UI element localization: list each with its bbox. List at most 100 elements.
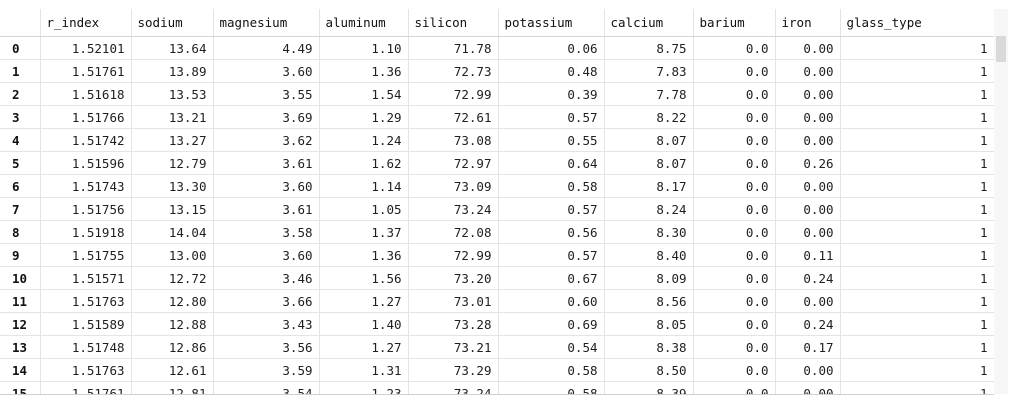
table-cell[interactable]: 3.60 — [212, 174, 319, 198]
table-row[interactable]: 12 1.51589 12.88 3.43 1.40 73.28 0.69 8.05 0.0 0.… — [0, 312, 994, 336]
table-cell[interactable]: 3.60 — [212, 59, 319, 83]
table-cell[interactable]: 1.51748 — [39, 335, 131, 359]
table-cell[interactable]: 71.78 — [407, 36, 498, 60]
table-cell[interactable]: 13.30 — [130, 174, 213, 198]
table-cell[interactable]: 1 — [839, 358, 994, 382]
table-cell[interactable]: 1 — [839, 335, 994, 359]
column-header[interactable]: glass_type — [839, 9, 994, 37]
table-cell[interactable]: 1.36 — [318, 243, 408, 267]
table-row[interactable]: 5 1.51596 12.79 3.61 1.62 72.97 0.64 8.07 0.0 0.2… — [0, 151, 994, 175]
table-cell[interactable]: 4.49 — [212, 36, 319, 60]
table-cell[interactable]: 0.58 — [497, 358, 604, 382]
table-cell[interactable]: 0.26 — [774, 151, 840, 175]
table-cell[interactable]: 3.46 — [212, 266, 319, 290]
table-cell[interactable]: 8.22 — [603, 105, 693, 129]
table-cell[interactable]: 8.07 — [603, 151, 693, 175]
table-row[interactable]: 14 1.51763 12.61 3.59 1.31 73.29 0.58 8.50 0.0 0.… — [0, 358, 994, 382]
table-row[interactable]: 4 1.51742 13.27 3.62 1.24 73.08 0.55 8.07 0.0 0.0… — [0, 128, 994, 152]
table-cell[interactable]: 1.51763 — [39, 289, 131, 313]
table-cell[interactable]: 0.0 — [692, 381, 775, 394]
table-cell[interactable]: 1.51755 — [39, 243, 131, 267]
table-row[interactable]: 9 1.51755 13.00 3.60 1.36 72.99 0.57 8.40 0.0 0.1… — [0, 243, 994, 267]
table-cell[interactable]: 7.83 — [603, 59, 693, 83]
table-cell[interactable]: 1 — [839, 220, 994, 244]
table-cell[interactable]: 73.29 — [407, 358, 498, 382]
table-cell[interactable]: 1.40 — [318, 312, 408, 336]
table-cell[interactable]: 1.27 — [318, 289, 408, 313]
table-cell[interactable]: 0.0 — [692, 105, 775, 129]
table-cell[interactable]: 72.97 — [407, 151, 498, 175]
column-header[interactable]: calcium — [603, 9, 693, 37]
table-cell[interactable]: 0.0 — [692, 82, 775, 106]
table-cell[interactable]: 1.10 — [318, 36, 408, 60]
table-cell[interactable]: 1.51756 — [39, 197, 131, 221]
table-cell[interactable]: 3.59 — [212, 358, 319, 382]
table-cell[interactable]: 0.0 — [692, 335, 775, 359]
column-header[interactable]: r_index — [39, 9, 131, 37]
table-cell[interactable]: 0.0 — [692, 243, 775, 267]
table-cell[interactable]: 0.0 — [692, 266, 775, 290]
table-cell[interactable]: 1 — [839, 59, 994, 83]
table-cell[interactable]: 0.24 — [774, 266, 840, 290]
table-cell[interactable]: 1 — [839, 243, 994, 267]
table-cell[interactable]: 3.66 — [212, 289, 319, 313]
column-header[interactable]: aluminum — [318, 9, 408, 37]
column-header[interactable]: iron — [774, 9, 840, 37]
table-cell[interactable]: 1.54 — [318, 82, 408, 106]
table-cell[interactable]: 1.27 — [318, 335, 408, 359]
table-cell[interactable]: 14.04 — [130, 220, 213, 244]
table-cell[interactable]: 8.40 — [603, 243, 693, 267]
table-cell[interactable]: 1.05 — [318, 197, 408, 221]
table-cell[interactable]: 13.53 — [130, 82, 213, 106]
table-row[interactable]: 1 1.51761 13.89 3.60 1.36 72.73 0.48 7.83 0.0 0.0… — [0, 59, 994, 83]
table-cell[interactable]: 8.56 — [603, 289, 693, 313]
table-cell[interactable]: 73.24 — [407, 197, 498, 221]
table-cell[interactable]: 0.0 — [692, 174, 775, 198]
table-cell[interactable]: 1.51618 — [39, 82, 131, 106]
table-cell[interactable]: 0.67 — [497, 266, 604, 290]
table-cell[interactable]: 13.00 — [130, 243, 213, 267]
table-cell[interactable]: 0.0 — [692, 59, 775, 83]
table-cell[interactable]: 0.0 — [692, 220, 775, 244]
table-row[interactable]: 6 1.51743 13.30 3.60 1.14 73.09 0.58 8.17 0.0 0.0… — [0, 174, 994, 198]
table-cell[interactable]: 12.86 — [130, 335, 213, 359]
table-cell[interactable]: 12.79 — [130, 151, 213, 175]
table-cell[interactable]: 72.99 — [407, 82, 498, 106]
table-cell[interactable]: 1.51589 — [39, 312, 131, 336]
table-cell[interactable]: 3.61 — [212, 151, 319, 175]
table-cell[interactable]: 0.39 — [497, 82, 604, 106]
table-cell[interactable]: 1 — [839, 151, 994, 175]
table-cell[interactable]: 72.73 — [407, 59, 498, 83]
table-cell[interactable]: 1.51766 — [39, 105, 131, 129]
table-cell[interactable]: 0.00 — [774, 220, 840, 244]
table-cell[interactable]: 13.27 — [130, 128, 213, 152]
column-header[interactable]: magnesium — [212, 9, 319, 37]
table-cell[interactable]: 72.08 — [407, 220, 498, 244]
table-cell[interactable]: 0.55 — [497, 128, 604, 152]
table-cell[interactable]: 8.05 — [603, 312, 693, 336]
table-cell[interactable]: 13.64 — [130, 36, 213, 60]
table-cell[interactable]: 0.58 — [497, 174, 604, 198]
table-cell[interactable]: 3.61 — [212, 197, 319, 221]
table-cell[interactable]: 0.60 — [497, 289, 604, 313]
table-cell[interactable]: 8.50 — [603, 358, 693, 382]
table-cell[interactable]: 0.00 — [774, 105, 840, 129]
table-cell[interactable]: 0.24 — [774, 312, 840, 336]
table-cell[interactable]: 73.20 — [407, 266, 498, 290]
table-cell[interactable]: 1.14 — [318, 174, 408, 198]
table-cell[interactable]: 0.69 — [497, 312, 604, 336]
table-cell[interactable]: 0.0 — [692, 197, 775, 221]
table-cell[interactable]: 1.51918 — [39, 220, 131, 244]
table-cell[interactable]: 8.09 — [603, 266, 693, 290]
table-cell[interactable]: 3.58 — [212, 220, 319, 244]
table-cell[interactable]: 12.61 — [130, 358, 213, 382]
table-cell[interactable]: 13.21 — [130, 105, 213, 129]
table-cell[interactable]: 1.37 — [318, 220, 408, 244]
table-cell[interactable]: 1.62 — [318, 151, 408, 175]
table-cell[interactable]: 0.11 — [774, 243, 840, 267]
table-cell[interactable]: 0.0 — [692, 128, 775, 152]
table-cell[interactable]: 1 — [839, 36, 994, 60]
table-row[interactable]: 3 1.51766 13.21 3.69 1.29 72.61 0.57 8.22 0.0 0.0… — [0, 105, 994, 129]
table-cell[interactable]: 1 — [839, 128, 994, 152]
table-cell[interactable]: 0.0 — [692, 151, 775, 175]
